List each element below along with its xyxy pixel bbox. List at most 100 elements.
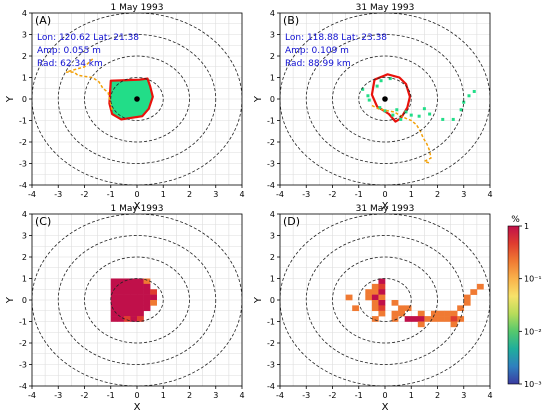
occupancy-cell — [110, 310, 118, 317]
occupancy-cell — [371, 283, 379, 290]
radius-ring — [57, 235, 217, 365]
occupancy-cell — [130, 278, 138, 285]
occupancy-cell — [130, 283, 138, 290]
y-tick-label: 2 — [270, 52, 275, 61]
eddy-point — [388, 77, 392, 81]
eddy-point — [395, 108, 399, 112]
x-tick-label: 0 — [382, 190, 387, 199]
colorbar-bar — [507, 225, 520, 385]
occupancy-cell — [130, 294, 138, 301]
eddy-point — [383, 109, 387, 113]
occupancy-cell — [143, 300, 151, 306]
annotation-line: Rad: 88.99 km — [285, 59, 351, 69]
occupancy-cell — [117, 316, 125, 322]
occupancy-cell — [137, 316, 144, 322]
eddy-point — [459, 108, 463, 112]
x-tick-label: 0 — [382, 391, 387, 400]
occupancy-cell — [150, 300, 157, 306]
annotation-line: Rad: 62.34 km — [37, 59, 103, 69]
eddy-point — [467, 94, 471, 98]
panel-content — [32, 214, 242, 386]
occupancy-cell — [430, 316, 438, 322]
x-tick-label: -1 — [107, 391, 115, 400]
annotation-line: Amp: 0.109 m — [285, 46, 349, 56]
occupancy-cell — [123, 289, 131, 295]
occupancy-cell — [411, 316, 419, 322]
occupancy-cell — [463, 300, 471, 306]
occupancy-cell — [450, 310, 458, 317]
x-tick-label: -4 — [276, 391, 284, 400]
occupancy-cell — [117, 300, 125, 306]
occupancy-cell — [137, 310, 144, 317]
occupancy-cell — [430, 310, 438, 317]
occupancy-cell — [450, 316, 458, 322]
x-tick-label: 4 — [239, 391, 244, 400]
x-tick-label: -1 — [355, 391, 363, 400]
panel-content — [280, 214, 490, 386]
x-tick-label: 2 — [435, 391, 440, 400]
y-tick-label: 0 — [22, 296, 27, 305]
radius-ring — [84, 55, 190, 143]
eddy-point — [441, 117, 445, 121]
x-tick-label: 3 — [461, 190, 466, 199]
panel-b: -4 -3 -2 -1 0 1 2 3 4 -4 -3 -2 -1 0 1 2 3 4 X Y 31 May 1993 (… — [253, 3, 493, 212]
x-tick-label: -2 — [329, 391, 337, 400]
occupancy-cell — [137, 294, 144, 301]
panel-label: (C) — [35, 215, 51, 228]
occupancy-cell — [110, 305, 118, 312]
panel-d: -4 -3 -2 -1 0 1 2 3 4 -4 -3 -2 -1 0 1 2 3 4 X Y 31 May 1993 (… — [253, 204, 493, 413]
occupancy-cell — [417, 316, 425, 322]
occupancy-cell — [371, 300, 379, 306]
occupancy-cell — [450, 321, 458, 328]
eddy-center — [134, 96, 140, 102]
occupancy-cell — [110, 283, 118, 290]
eddy-contour — [108, 77, 154, 121]
occupancy-cell — [137, 278, 144, 285]
occupancy-cell — [137, 283, 144, 290]
x-tick-label: 3 — [213, 391, 218, 400]
eddy-point — [404, 110, 408, 114]
panel-content — [280, 13, 490, 185]
occupancy-cell — [117, 294, 125, 301]
y-tick-label: 3 — [270, 31, 275, 40]
eddy-point — [367, 98, 371, 102]
y-tick-label: 0 — [270, 95, 275, 104]
eddy-point — [417, 114, 421, 118]
occupancy-cell — [371, 294, 379, 301]
occupancy-cell — [391, 310, 399, 317]
radius-ring — [332, 256, 438, 344]
y-axis-label: Y — [5, 296, 16, 304]
occupancy-cell — [137, 289, 144, 295]
x-tick-label: 4 — [487, 190, 492, 199]
panel-label: (D) — [283, 215, 300, 228]
occupancy-cell — [424, 316, 432, 322]
occupancy-cell — [117, 278, 125, 285]
y-tick-label: 3 — [22, 232, 27, 241]
occupancy-cell — [117, 305, 125, 312]
occupancy-cell — [117, 283, 125, 290]
occupancy-cell — [110, 316, 118, 322]
eddy-track — [65, 57, 113, 110]
panel-content — [32, 13, 242, 185]
radius-ring — [110, 77, 164, 121]
x-tick-label: -1 — [355, 190, 363, 199]
occupancy-cell — [143, 294, 151, 301]
y-tick-label: 4 — [22, 210, 27, 219]
x-tick-label: -1 — [107, 190, 115, 199]
y-tick-label: -3 — [19, 361, 27, 370]
radius-ring — [305, 34, 465, 164]
y-tick-label: 2 — [270, 253, 275, 262]
y-tick-label: 3 — [270, 232, 275, 241]
occupancy-cell — [123, 305, 131, 312]
occupancy-cell — [457, 305, 465, 312]
occupancy-cell — [352, 305, 360, 312]
occupancy-cell — [345, 294, 353, 301]
x-axis-label: X — [382, 402, 389, 413]
occupancy-cell — [130, 289, 138, 295]
y-tick-label: -2 — [19, 138, 27, 147]
occupancy-cell — [398, 310, 405, 317]
occupancy-cell — [123, 294, 131, 301]
panel-title: 31 May 1993 — [356, 204, 415, 214]
y-tick-label: -2 — [267, 339, 275, 348]
